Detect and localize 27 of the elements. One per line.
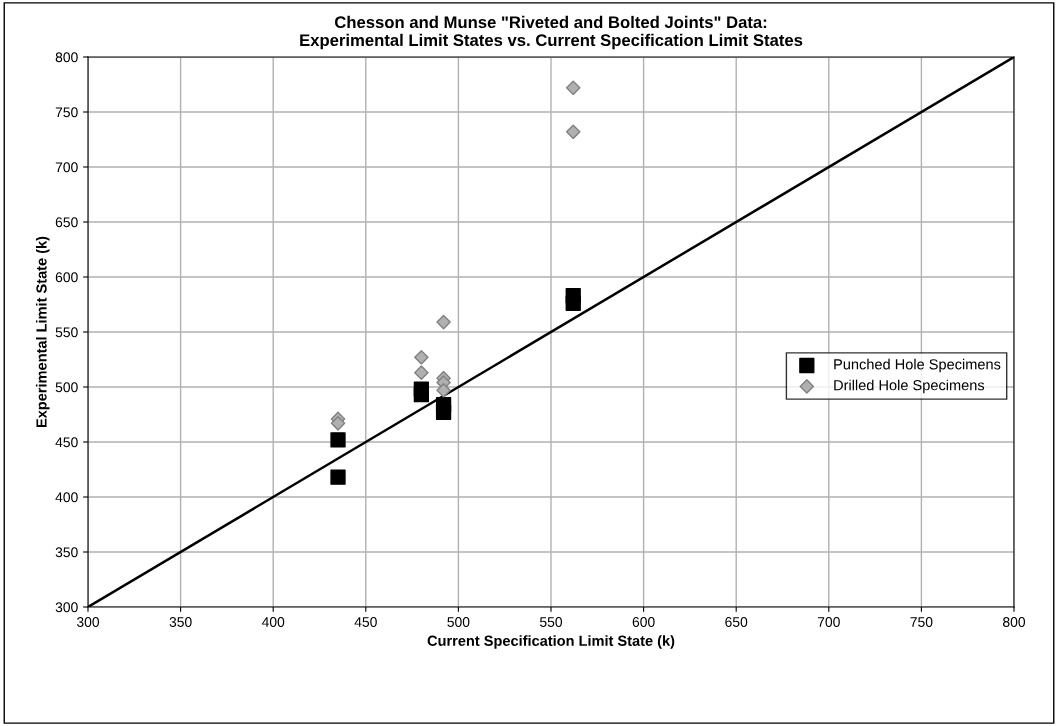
x-tick-label: 450	[354, 617, 377, 627]
legend-label: Drilled Hole Specimens	[834, 379, 985, 394]
x-tick-label: 350	[169, 617, 192, 627]
x-tick-label: 700	[817, 617, 840, 627]
x-tick-label: 650	[725, 617, 748, 627]
x-tick-label: 600	[632, 617, 655, 627]
y-tick-label: 750	[55, 107, 78, 118]
x-tick-label: 550	[539, 617, 563, 627]
y-tick-label: 500	[55, 382, 78, 393]
x-tick-label: 300	[76, 617, 100, 627]
y-tick-label: 700	[55, 162, 78, 173]
chart-title: Chesson and Munse "Riveted and Bolted Joints" Data: Experimental Limit States vs. Current Specification Limit States	[300, 15, 803, 50]
y-tick-label: 400	[55, 492, 78, 503]
x-tick-label: 500	[447, 617, 470, 627]
x-tick-label: 800	[1003, 617, 1026, 627]
y-tick-label: 350	[55, 547, 78, 558]
x-tick-label: 750	[910, 617, 933, 627]
x-axis-title: Current Specification Limit State (k)	[427, 635, 675, 649]
y-tick-label: 800	[55, 52, 78, 63]
y-tick-label: 550	[55, 327, 78, 338]
y-tick-label: 650	[55, 217, 78, 228]
legend-label: Punched Hole Specimens	[834, 358, 1001, 373]
y-axis-title: Experimental Limit State (k)	[35, 236, 50, 428]
x-tick-label: 400	[261, 617, 285, 627]
y-tick-label: 600	[55, 272, 78, 283]
y-tick-label: 450	[55, 437, 78, 448]
y-tick-label: 300	[55, 602, 78, 613]
